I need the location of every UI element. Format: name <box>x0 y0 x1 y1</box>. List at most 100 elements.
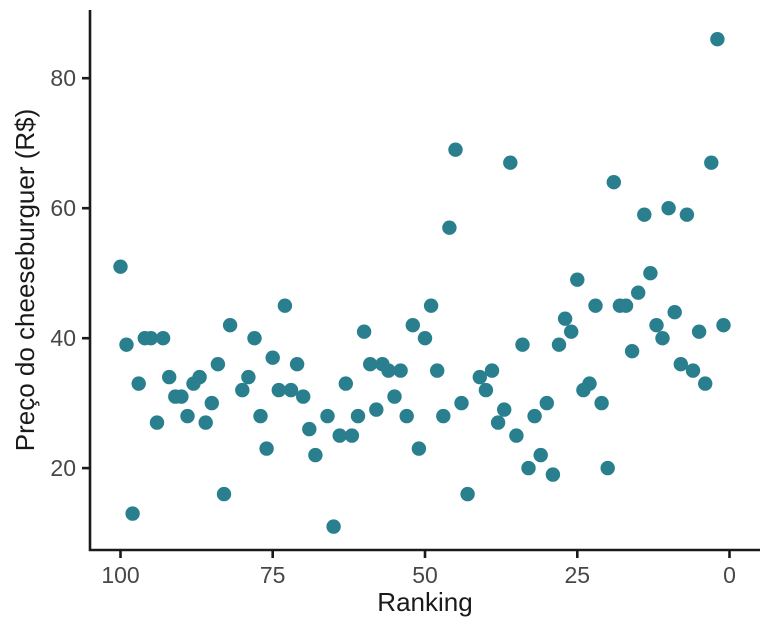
x-axis-title: Ranking <box>377 587 472 617</box>
data-point <box>393 363 408 378</box>
data-point <box>296 389 311 404</box>
data-point <box>576 382 591 398</box>
data-point <box>503 155 518 170</box>
x-tick-label: 100 <box>101 562 139 588</box>
data-point <box>216 486 232 502</box>
data-point <box>162 369 177 385</box>
data-point <box>497 402 512 417</box>
data-point <box>235 382 250 398</box>
data-point <box>326 519 341 534</box>
data-point <box>302 421 317 437</box>
data-point <box>588 298 603 313</box>
data-point <box>624 344 640 359</box>
x-tick-label: 0 <box>723 562 736 588</box>
data-point <box>137 331 152 346</box>
data-point <box>710 32 725 47</box>
data-point <box>198 415 213 430</box>
data-point <box>283 382 299 398</box>
data-point <box>289 357 305 372</box>
data-point <box>570 272 585 287</box>
data-point <box>125 506 140 521</box>
data-point <box>606 175 621 190</box>
data-point <box>210 357 226 372</box>
data-point <box>204 395 219 411</box>
data-point <box>308 447 323 463</box>
data-point <box>612 298 628 313</box>
y-tick-label: 20 <box>50 455 76 481</box>
x-tick-label: 75 <box>260 562 286 588</box>
data-point <box>643 266 658 281</box>
data-point <box>655 331 670 346</box>
data-point <box>472 369 487 385</box>
data-point <box>277 298 293 313</box>
data-point <box>253 408 268 424</box>
data-point <box>265 350 280 365</box>
data-point <box>679 207 695 222</box>
data-point <box>168 389 183 404</box>
data-point <box>113 259 128 274</box>
y-tick-label: 40 <box>50 325 76 351</box>
x-ticks: 100 75 50 25 0 <box>101 550 736 588</box>
data-point <box>704 155 719 170</box>
data-point <box>594 395 609 411</box>
data-point <box>564 324 579 339</box>
y-tick-label: 60 <box>50 195 76 221</box>
data-point <box>119 337 134 352</box>
data-point <box>417 331 433 346</box>
data-point <box>247 331 262 346</box>
data-point <box>405 318 420 333</box>
data-point <box>155 331 171 346</box>
data-point <box>539 395 554 411</box>
data-point <box>186 376 201 391</box>
data-point <box>454 395 469 411</box>
data-point <box>673 357 688 372</box>
data-point <box>509 428 524 443</box>
data-point <box>241 369 256 385</box>
data-point <box>436 408 451 424</box>
data-point <box>521 460 536 476</box>
data-point <box>533 447 548 463</box>
y-axis-title: Preço do cheeseburguer (R$) <box>10 109 40 452</box>
data-point <box>448 142 463 157</box>
data-point <box>649 318 664 333</box>
data-point <box>545 467 561 482</box>
data-point <box>551 337 567 352</box>
data-point <box>320 408 335 424</box>
data-point <box>338 376 353 391</box>
data-point <box>698 376 713 391</box>
points-layer <box>113 32 731 534</box>
data-point <box>332 428 347 443</box>
data-point <box>411 441 427 456</box>
x-tick-label: 25 <box>565 562 591 588</box>
x-tick-label: 50 <box>412 562 438 588</box>
data-point <box>369 402 384 417</box>
data-point <box>350 408 366 424</box>
data-point <box>460 486 475 502</box>
data-point <box>356 324 372 339</box>
data-point <box>484 363 500 378</box>
data-point <box>423 298 439 313</box>
data-point <box>387 389 402 404</box>
data-point <box>271 382 286 398</box>
data-point <box>716 318 731 333</box>
data-point <box>131 376 146 391</box>
data-point <box>631 285 646 300</box>
data-point <box>363 357 378 372</box>
data-point <box>478 382 494 398</box>
data-point <box>661 201 676 216</box>
data-point <box>375 357 390 372</box>
data-point <box>637 207 652 222</box>
data-point <box>557 311 573 326</box>
y-ticks: 20 40 60 80 <box>50 65 90 481</box>
data-point <box>527 408 542 424</box>
data-point <box>180 408 195 424</box>
axis-lines <box>88 10 760 552</box>
data-point <box>490 415 506 430</box>
data-point <box>600 460 615 476</box>
data-point <box>399 408 414 424</box>
data-point <box>344 428 360 443</box>
data-point <box>222 318 238 333</box>
data-point <box>149 415 165 430</box>
